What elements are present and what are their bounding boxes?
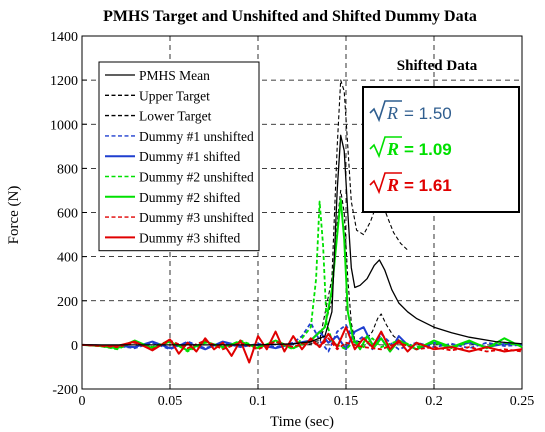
y-tick-label: 400	[57, 251, 78, 266]
chart-title: PMHS Target and Unshifted and Shifted Du…	[103, 8, 477, 25]
sqrt-radical-icon	[369, 100, 402, 123]
annotation-heading: Shifted Data	[397, 58, 478, 74]
y-tick-label: -200	[52, 383, 78, 398]
legend-entry-label: Upper Target	[139, 88, 210, 103]
legend-entry-label: Lower Target	[139, 109, 212, 124]
series-layer	[81, 79, 523, 364]
legend: PMHS Mean Upper Target Lower Target Dummy #…	[98, 61, 260, 252]
series-line-pmhs-mean	[82, 134, 523, 346]
x-tick-label: 0.1	[249, 394, 267, 409]
annotation-symbol: R	[386, 103, 398, 123]
legend-entry-label: Dummy #2 unshifted	[139, 170, 254, 185]
legend-entry-label: Dummy #1 shifted	[139, 149, 240, 164]
annotation-item: R = 1.50	[369, 100, 452, 123]
annotation-value: = 1.09	[404, 140, 452, 159]
annotation-value: = 1.50	[404, 104, 452, 123]
y-tick-label: 1400	[50, 30, 78, 45]
legend-entry-label: Dummy #1 unshifted	[139, 129, 254, 144]
annotation-value: = 1.61	[404, 176, 452, 195]
series-line-dummy-2-shifted	[81, 198, 523, 353]
annotation: Shifted Data R = 1.50 R = 1.09 R = 1.61	[362, 58, 520, 213]
sqrt-radical-icon	[369, 172, 402, 195]
x-tick-label: 0.25	[510, 394, 535, 409]
y-tick-label: 800	[57, 162, 78, 177]
series-line-upper-target	[301, 79, 408, 345]
x-tick-label: 0	[79, 394, 86, 409]
y-tick-label: 1000	[50, 118, 78, 133]
legend-entry-label: Dummy #3 unshifted	[139, 210, 254, 225]
annotation-symbol: R	[386, 139, 399, 159]
y-tick-label: 600	[57, 207, 78, 222]
y-tick-label: 1200	[50, 74, 78, 89]
legend-entry-label: Dummy #2 shifted	[139, 190, 240, 205]
x-tick-label: 0.05	[158, 394, 183, 409]
annotation-symbol: R	[386, 175, 399, 195]
annotation-item: R = 1.09	[369, 136, 452, 159]
x-tick-label: 0.2	[425, 394, 443, 409]
x-tick-label: 0.15	[334, 394, 359, 409]
series-line-dummy-3-shifted	[81, 326, 523, 364]
y-tick-label: 200	[57, 295, 78, 310]
sqrt-radical-icon	[369, 136, 402, 159]
annotation-box	[362, 86, 520, 213]
annotation-item: R = 1.61	[369, 172, 452, 195]
legend-entry-label: Dummy #3 shifted	[139, 230, 240, 245]
axis-ticks: 0 0.05 0.1 0.15 0.2 0.25-20002004006008001000…	[50, 30, 534, 409]
x-axis-label: Time (sec)	[270, 414, 334, 430]
y-tick-label: 0	[71, 339, 78, 354]
y-axis-label: Force (N)	[6, 186, 22, 245]
legend-entry-label: PMHS Mean	[139, 68, 210, 83]
